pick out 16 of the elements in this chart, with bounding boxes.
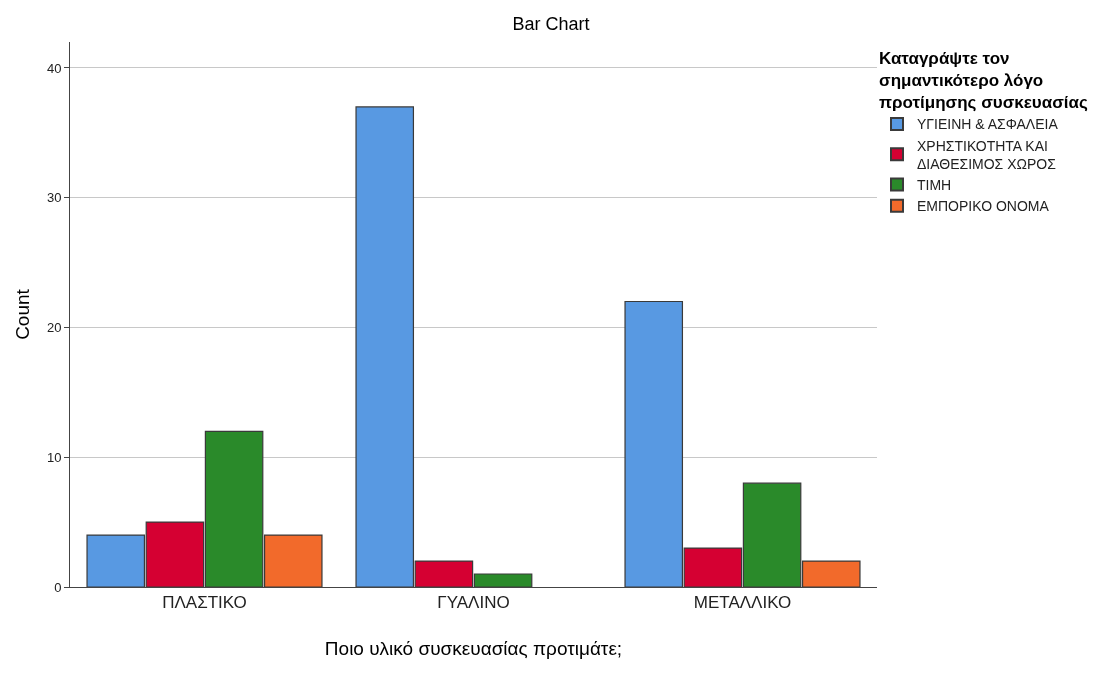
y-tick-label: 20	[46, 320, 62, 336]
legend-label: ΧΡΗΣΤΙΚΟΤΗΤΑ ΚΑΙ ΔΙΑΘΕΣΙΜΟΣ ΧΩΡΟΣ	[917, 137, 1057, 172]
x-tick-label: ΓΥΑΛΙΝΟ	[437, 593, 510, 613]
legend-label: ΥΓΙΕΙΝΗ & ΑΣΦΑΛΕΙΑ	[917, 116, 1059, 133]
chart-title: Bar Chart	[512, 13, 590, 34]
y-axis-title: Count	[11, 288, 33, 340]
legend-title: Καταγράψτε τον σημαντικότερο λόγο προτίμησης συσκευασίας	[879, 49, 1088, 113]
x-tick-label: ΠΛΑΣΤΙΚΟ	[162, 593, 247, 613]
x-tick-label: ΜΕΤΑΛΛΙΚΟ	[693, 593, 792, 613]
legend-label: ΕΜΠΟΡΙΚΟ ΟΝΟΜΑ	[917, 198, 1050, 215]
y-tick-label: 10	[46, 449, 62, 465]
y-tick-label: 30	[46, 190, 62, 206]
y-tick-label: 0	[54, 579, 62, 595]
y-tick-label: 40	[46, 60, 62, 76]
x-axis-title: Ποιο υλικό συσκευασίας προτιμάτε;	[324, 638, 623, 660]
legend-label: ΤΙΜΗ	[917, 176, 952, 193]
